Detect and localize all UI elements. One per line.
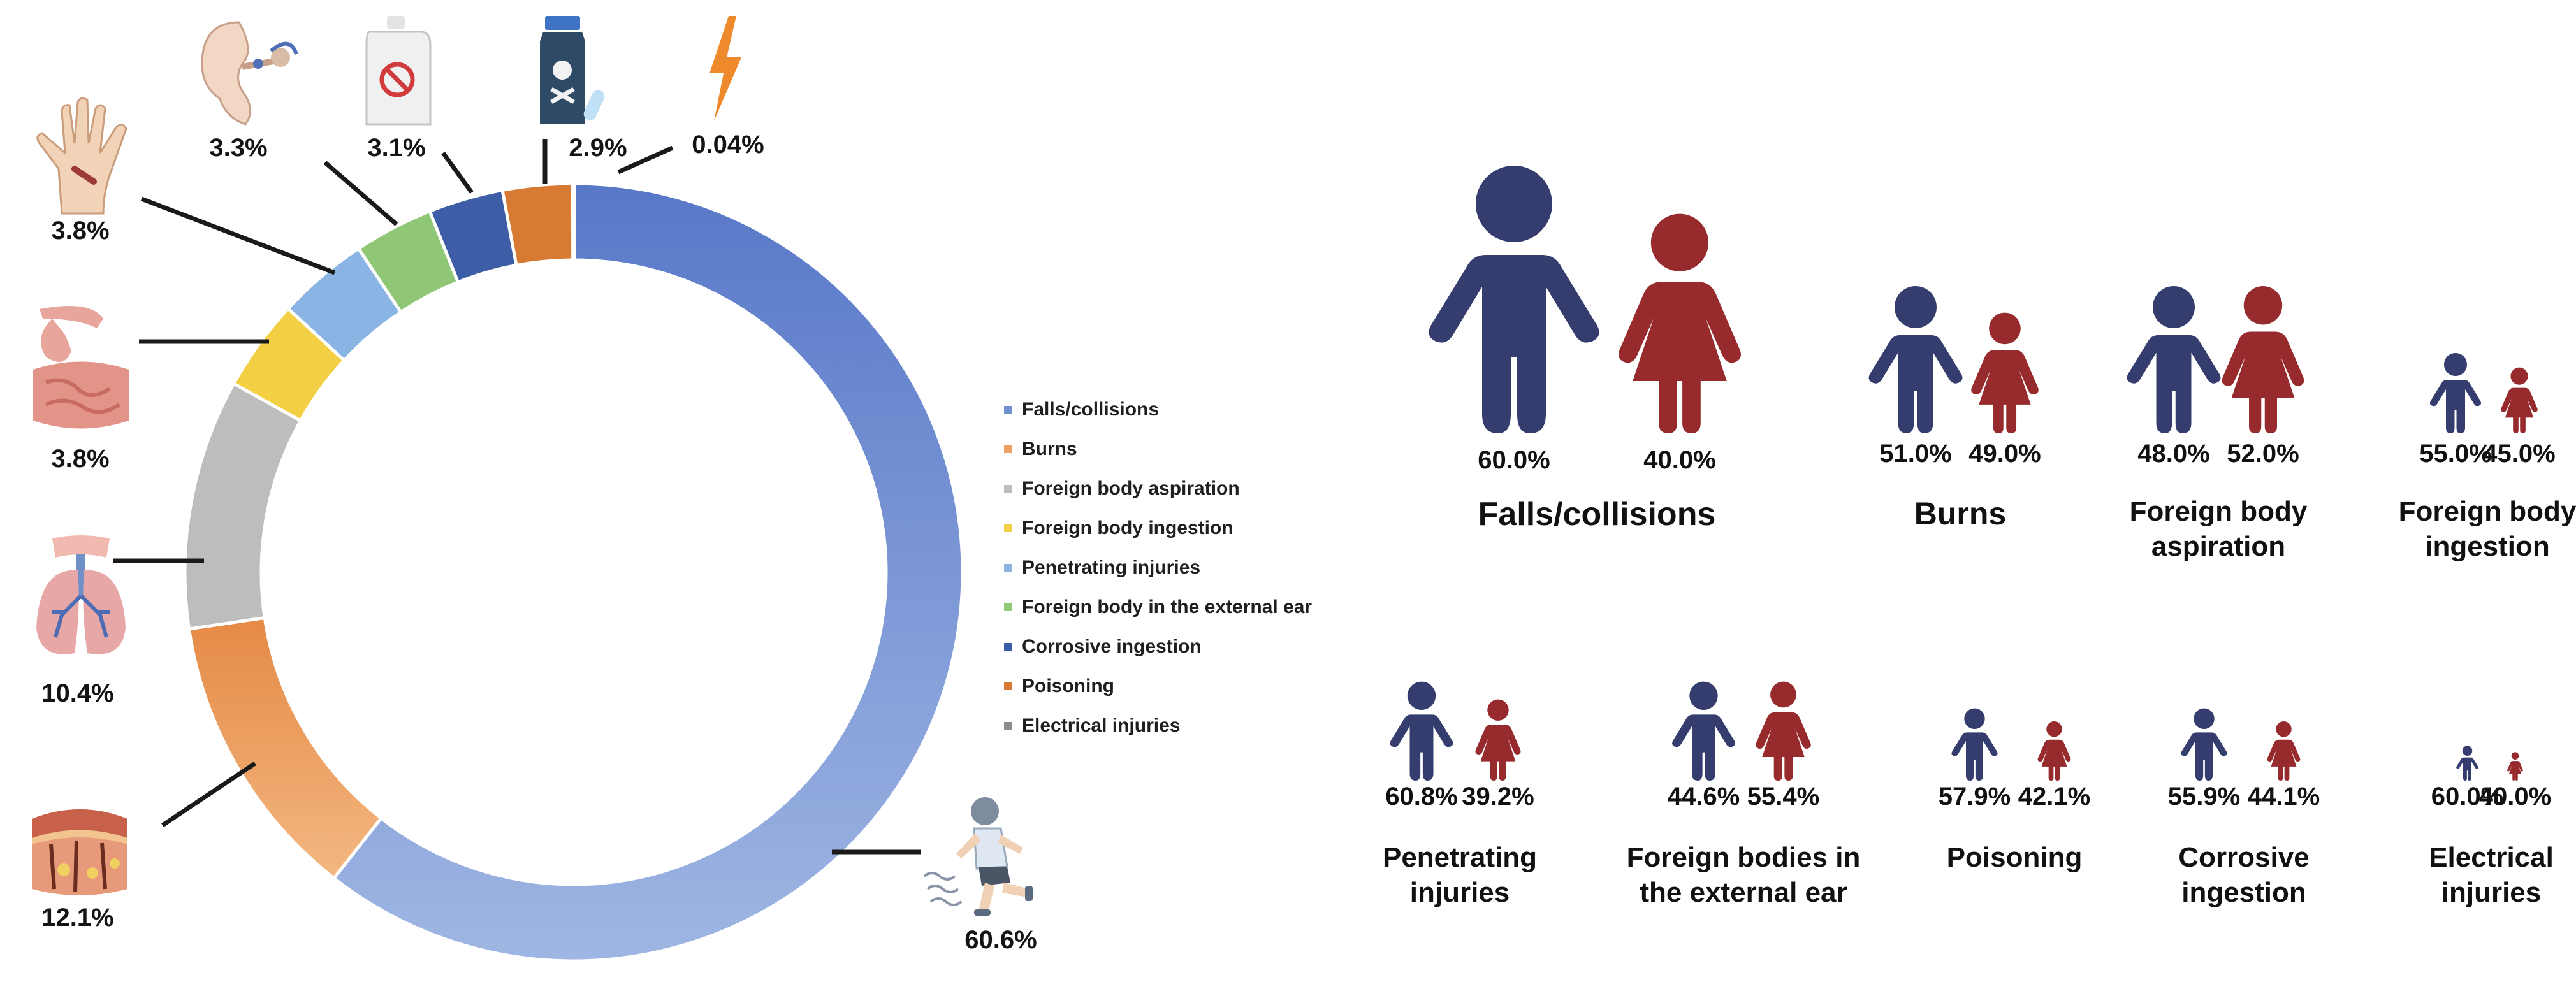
- female-figure-icon: [2507, 752, 2523, 781]
- leader-line-ear: [323, 161, 398, 226]
- digestive-tract-icon: [33, 306, 129, 429]
- female-figure-icon: [1475, 699, 1521, 781]
- legend-label: Foreign body in the external ear: [1022, 596, 1313, 617]
- pct-label-ear: 3.3%: [209, 134, 268, 162]
- legend-label: Foreign body aspiration: [1022, 478, 1240, 499]
- female-percentage: 55.4%: [1747, 783, 1820, 811]
- gender-group-title: Falls/collisions: [1478, 496, 1716, 533]
- female-percentage: 52.0%: [2227, 440, 2299, 468]
- male-percentage: 55.0%: [2419, 440, 2492, 468]
- legend-swatch-ear: [1004, 603, 1012, 611]
- legend-label: Poisoning: [1022, 675, 1114, 697]
- female-percentage: 49.0%: [1968, 440, 2041, 468]
- skin-layers-icon: [32, 809, 127, 895]
- male-figure-icon: [2127, 286, 2221, 433]
- gender-group-title: Burns: [1914, 496, 2007, 531]
- female-figure-icon: [2267, 721, 2301, 781]
- male-figure-icon: [2181, 708, 2227, 781]
- gender-group-title: Foreign body ingestion: [2398, 496, 2576, 562]
- pct-label-ingestion: 3.8%: [51, 445, 110, 473]
- male-percentage: 48.0%: [2137, 440, 2210, 468]
- male-figure-icon: [1868, 286, 1963, 433]
- pct-label-corrosive: 3.1%: [367, 134, 426, 162]
- leader-line-burns: [161, 762, 256, 827]
- donut-slice-falls-collisions: [331, 182, 964, 963]
- female-figure-icon: [2222, 286, 2304, 433]
- poison-bottle-icon: [540, 16, 605, 124]
- leader-line-electrical: [617, 145, 674, 175]
- legend-swatch-corrosive: [1004, 643, 1012, 651]
- male-figure-icon: [1390, 681, 1453, 781]
- lightning-bolt-icon: [709, 16, 741, 121]
- legend-swatch-electrical: [1004, 722, 1012, 730]
- female-figure-icon: [1619, 213, 1741, 433]
- donut-chart: [113, 139, 964, 963]
- donut-slice-burns: [187, 616, 384, 881]
- female-percentage: 45.0%: [2483, 440, 2556, 468]
- gender-group-title: Foreign bodies in the external ear: [1626, 842, 1861, 908]
- male-percentage: 55.9%: [2167, 783, 2241, 811]
- pct-label-poisoning: 2.9%: [569, 134, 627, 162]
- female-figure-icon: [1971, 312, 2039, 433]
- running-child-icon: [923, 797, 1033, 916]
- legend-swatch-penetrating: [1004, 564, 1012, 572]
- legend-swatch-burns: [1004, 445, 1012, 453]
- male-percentage: 44.6%: [1667, 783, 1740, 811]
- male-figure-icon: [1672, 681, 1735, 781]
- legend-label: Penetrating injuries: [1022, 557, 1201, 578]
- chemical-jug-icon: [365, 16, 432, 126]
- male-figure-icon: [1951, 708, 1998, 781]
- female-percentage: 40.0%: [2478, 783, 2552, 811]
- gender-group-title: Foreign body aspiration: [2129, 496, 2308, 562]
- gender-group-title: Electrical injuries: [2429, 842, 2554, 908]
- injured-hand-icon: [36, 97, 127, 215]
- male-percentage: 51.0%: [1879, 440, 1952, 468]
- donut-slice-electrical-injuries: [571, 182, 576, 262]
- pct-label-electrical: 0.04%: [692, 131, 764, 159]
- gender-group-title: Corrosive ingestion: [2178, 842, 2310, 908]
- female-figure-icon: [2501, 367, 2538, 433]
- leader-line-penetrating: [140, 196, 336, 275]
- male-figure-icon: [2456, 746, 2478, 781]
- donut-slice-poisoning: [500, 182, 575, 268]
- legend-label: Corrosive ingestion: [1022, 636, 1202, 657]
- gender-group-title: Penetrating injuries: [1382, 842, 1538, 908]
- female-percentage: 40.0%: [1643, 446, 1716, 474]
- female-percentage: 39.2%: [1462, 783, 1534, 811]
- legend-label: Electrical injuries: [1022, 715, 1181, 736]
- legend-swatch-ingestion: [1004, 524, 1012, 532]
- legend-swatch-aspiration: [1004, 485, 1012, 493]
- male-percentage: 60.0%: [2431, 783, 2504, 811]
- pct-label-burns: 12.1%: [41, 904, 114, 932]
- female-percentage: 42.1%: [2018, 783, 2091, 811]
- ear-anatomy-icon: [201, 21, 298, 126]
- legend-label: Falls/collisions: [1022, 399, 1160, 420]
- male-figure-icon: [2429, 353, 2482, 433]
- male-percentage: 57.9%: [1938, 783, 2011, 811]
- female-figure-icon: [1756, 681, 1811, 781]
- male-figure-icon: [1429, 166, 1599, 433]
- male-percentage: 60.8%: [1385, 783, 1458, 811]
- male-percentage: 60.0%: [1478, 446, 1550, 474]
- pct-label-penetrating: 3.8%: [51, 217, 110, 245]
- pct-label-aspiration: 10.4%: [41, 679, 114, 707]
- legend-swatch-poisoning: [1004, 682, 1012, 690]
- donut-slice-foreign-body-aspiration: [183, 381, 303, 631]
- lungs-icon: [36, 535, 126, 654]
- gender-group-title: Poisoning: [1946, 842, 2083, 873]
- legend-label: Foreign body ingestion: [1022, 517, 1233, 538]
- legend-label: Burns: [1022, 438, 1077, 459]
- pct-label-falls: 60.6%: [964, 926, 1037, 954]
- female-figure-icon: [2037, 721, 2071, 781]
- leader-line-corrosive: [441, 151, 474, 194]
- legend-swatch-falls: [1004, 406, 1012, 414]
- female-percentage: 44.1%: [2247, 783, 2320, 811]
